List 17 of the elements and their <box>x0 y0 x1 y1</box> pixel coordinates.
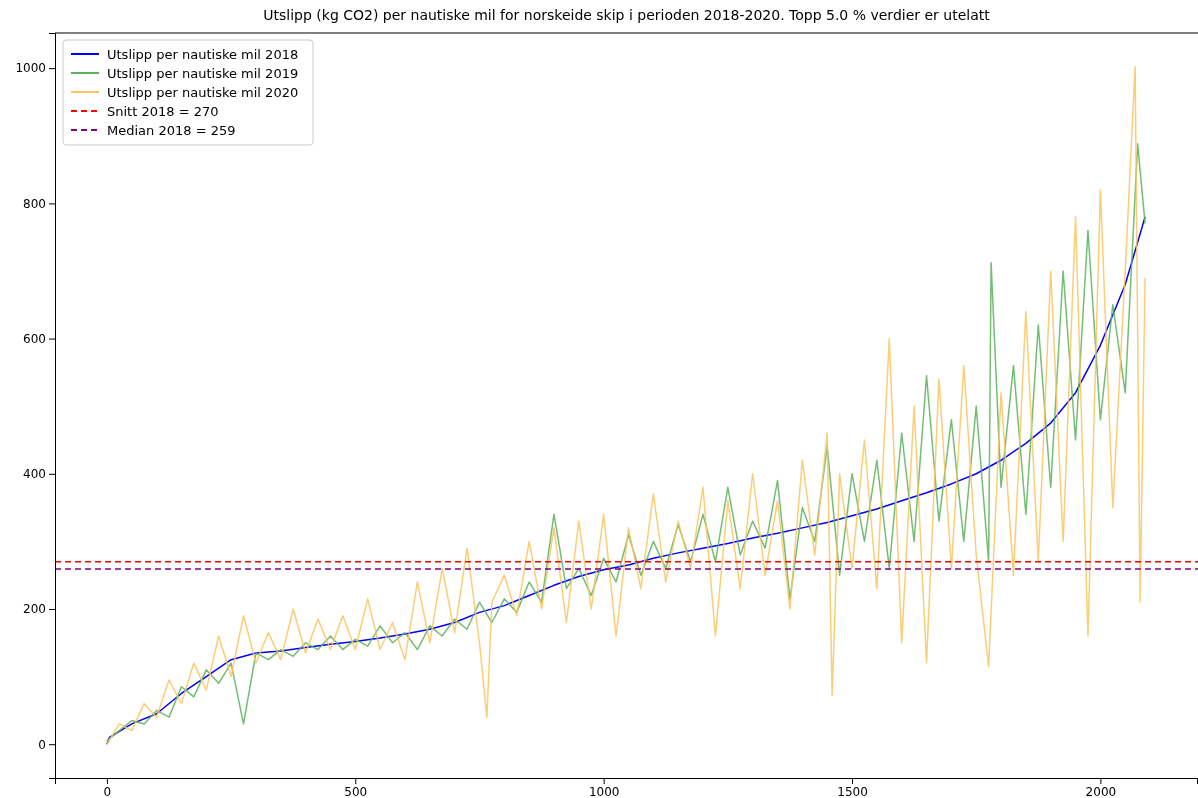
legend-label: Snitt 2018 = 270 <box>107 103 219 119</box>
x-tick-label: 0 <box>103 784 112 798</box>
legend-label: Utslipp per nautiske mil 2020 <box>107 84 299 100</box>
y-tick-label: 800 <box>23 196 46 211</box>
legend-label: Utslipp per nautiske mil 2019 <box>107 65 299 81</box>
x-tick-label: 1000 <box>588 784 620 798</box>
y-tick-label: 1000 <box>15 61 46 76</box>
y-tick-label: 400 <box>23 467 46 482</box>
y-tick-label: 600 <box>23 331 46 346</box>
legend-label: Utslipp per nautiske mil 2018 <box>107 46 299 62</box>
legend-label: Median 2018 = 259 <box>107 122 236 138</box>
x-tick-label: 2000 <box>1085 784 1117 798</box>
y-tick-label: 0 <box>38 737 46 752</box>
x-tick-label: 1500 <box>837 784 868 798</box>
y-tick-label: 200 <box>23 602 46 617</box>
chart-title: Utslipp (kg CO2) per nautiske mil for norskeide skip i perioden 2018-2020. Topp 5.0 % verdier er utelatt <box>263 7 991 23</box>
x-tick-label: 500 <box>344 784 368 798</box>
